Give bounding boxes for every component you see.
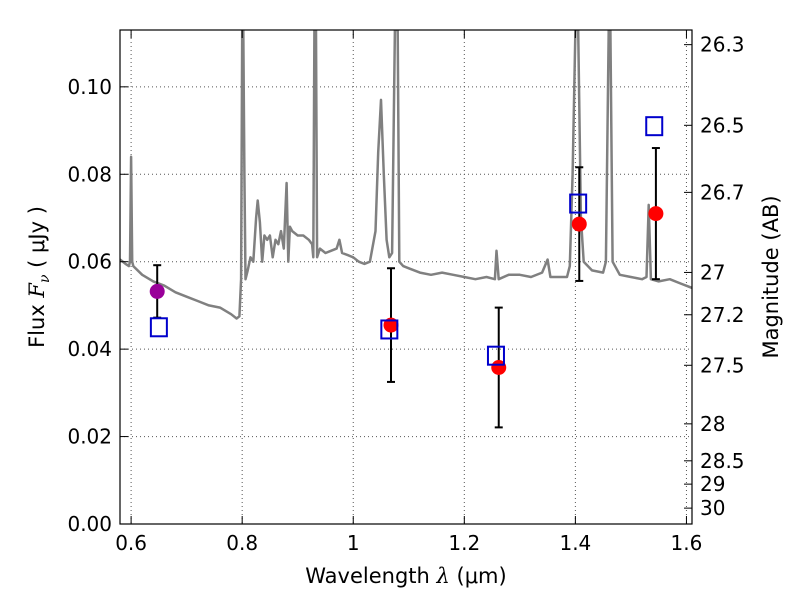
model-photometry-point (569, 193, 588, 214)
magnitude-tick-label: 26.7 (700, 180, 745, 204)
magnitude-tick-label: 26.3 (700, 33, 745, 57)
x-tick-label: 1.2 (448, 531, 480, 555)
x-axis-ticks: 0.6 0.8 1 1.2 1.4 1.6 (115, 30, 702, 555)
observed-errorbars (153, 147, 660, 429)
y-tick-label: 0.04 (67, 337, 112, 361)
y-axis-ticks: 0.00 0.02 0.04 0.06 0.08 0.10 (67, 75, 128, 536)
y-tick-label: 0.08 (67, 162, 112, 186)
magnitude-axis-title: Magnitude (AB) (759, 195, 783, 358)
model-spectrum-line (120, 30, 692, 320)
y-tick-label: 0.10 (67, 75, 112, 99)
magnitude-tick-label: 27.5 (700, 353, 745, 377)
magnitude-tick-label: 28.5 (700, 449, 745, 473)
x-tick-label: 1.6 (671, 531, 703, 555)
model-photometry-point (380, 319, 399, 340)
y-tick-label: 0.06 (67, 250, 112, 274)
y-tick-label: 0.00 (67, 512, 112, 536)
observed-point-special (149, 283, 165, 299)
model-photometry-point (486, 345, 505, 366)
plot-frame (119, 29, 693, 525)
magnitude-tick-label: 30 (700, 496, 725, 520)
magnitude-tick-label: 29 (700, 472, 725, 496)
x-tick-label: 0.6 (115, 531, 147, 555)
magnitude-tick-label: 26.5 (700, 113, 745, 137)
magnitude-tick-label: 28 (700, 412, 725, 436)
magnitude-tick-label: 27.2 (700, 303, 745, 327)
grid (120, 30, 692, 525)
y-tick-label: 0.02 (67, 425, 112, 449)
model-photometry-points (149, 116, 664, 366)
observed-point (571, 216, 587, 232)
x-tick-label: 0.8 (226, 531, 258, 555)
x-axis-title: Wavelength λ (μm) (305, 564, 506, 588)
model-photometry-point (645, 116, 664, 137)
model-photometry-point (149, 317, 168, 338)
observed-points (149, 206, 664, 375)
observed-point (648, 206, 664, 222)
x-tick-label: 1.4 (559, 531, 591, 555)
y-axis-title: Flux Fν ( μJy ) (25, 206, 53, 348)
magnitude-tick-label: 27 (700, 260, 725, 284)
x-tick-label: 1 (347, 531, 360, 555)
